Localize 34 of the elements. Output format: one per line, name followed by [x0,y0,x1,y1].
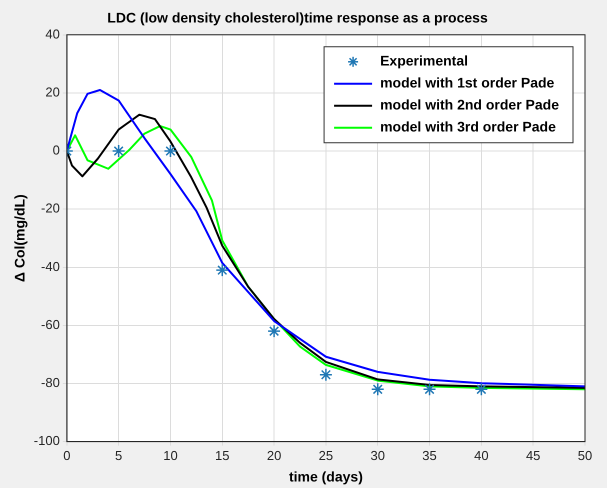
legend-label: model with 2nd order Pade [380,96,560,113]
legend-label: Experimental [380,52,468,69]
x-tick-label: 30 [370,448,385,463]
x-tick-label: 45 [526,448,540,463]
y-tick-label: -100 [34,433,60,448]
point [112,144,126,158]
chart-title: LDC (low density cholesterol)time response as a process [107,9,488,26]
x-tick-label: 20 [266,448,282,463]
x-tick-label: 0 [63,448,70,463]
x-tick-label: 40 [474,448,489,463]
y-axis-title: Δ Col(mg/dL) [11,194,28,282]
y-tick-label: -60 [41,316,60,332]
point [267,324,281,338]
point [164,144,178,158]
point [370,382,384,396]
y-tick-label: 0 [52,142,60,158]
legend-label: model with 1st order Pade [380,74,555,91]
point [474,382,488,396]
y-tick-label: -80 [41,375,60,390]
x-tick-label: 15 [215,448,230,463]
y-tick-label: 20 [45,84,60,100]
x-tick-label: 35 [422,448,437,463]
point [422,382,436,396]
point [319,368,333,382]
x-tick-label: 10 [163,448,178,463]
y-tick-label: -40 [41,258,60,274]
x-tick-label: 25 [318,448,334,463]
y-tick-label: 40 [45,26,60,42]
y-tick-label: -20 [41,200,60,216]
x-tick-label: 5 [115,448,122,463]
x-tick-label: 50 [578,448,592,463]
x-axis-title: time (days) [288,468,363,484]
point [216,263,230,277]
legend-label: model with 3rd order Pade [380,118,556,135]
